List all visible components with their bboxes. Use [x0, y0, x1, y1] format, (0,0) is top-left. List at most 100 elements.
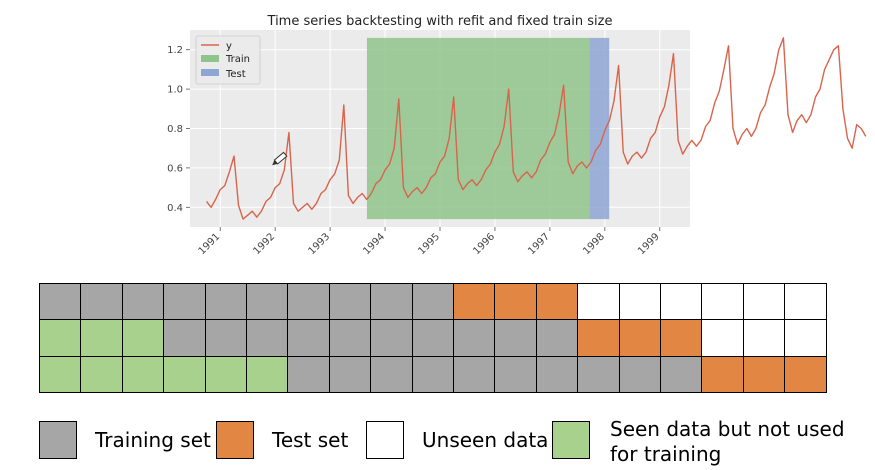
y-axis-ticks: 0.4 0.6 0.8 1.0 1.2 [167, 45, 190, 214]
grid-cell-train [494, 319, 537, 357]
grid-cell-seen [80, 319, 123, 357]
grid-cell-train [39, 283, 82, 321]
grid-cell-test [660, 319, 703, 357]
grid-cell-seen [39, 319, 82, 357]
grid-cell-seen [246, 355, 289, 393]
x-tick-label-8: 1999 [636, 231, 662, 257]
grid-cell-train [370, 355, 413, 393]
grid-cell-train [411, 319, 454, 357]
label-seen-line2: for training [610, 442, 722, 466]
grid-cell-train [453, 319, 496, 357]
grid-cell-train [453, 355, 496, 393]
grid-cell-test [784, 355, 827, 393]
grid-cell-train [80, 283, 123, 321]
legend-test-set: Test set [216, 420, 348, 460]
grid-cell-unseen [742, 319, 786, 357]
x-tick-label-2: 1993 [306, 231, 332, 257]
legend-label-train: Train [225, 54, 250, 65]
grid-cell-train [246, 283, 289, 321]
grid-cell-train [494, 355, 537, 393]
x-tick-label-5: 1996 [471, 231, 497, 257]
x-tick-label-0: 1991 [197, 231, 223, 257]
swatch-test [216, 421, 254, 459]
x-tick-label-6: 1997 [526, 231, 552, 257]
series-line-y [205, 37, 867, 220]
swatch-training [39, 421, 77, 459]
grid-cell-train [287, 283, 330, 321]
label-unseen-data: Unseen data [422, 428, 549, 452]
grid-cell-train [328, 319, 372, 357]
grid-cell-train [328, 355, 372, 393]
series-lines [205, 37, 867, 220]
grid-cell-seen [39, 355, 82, 393]
grid-cell-train [328, 283, 372, 321]
grid-cell-train [204, 319, 247, 357]
backtest-chart: Time series backtesting with refit and f… [167, 14, 867, 257]
grid-cell-unseen [660, 283, 703, 321]
grid-cell-train [660, 355, 703, 393]
y-tick-label-1: 0.6 [167, 163, 183, 174]
grid-cell-train [411, 283, 454, 321]
grid-cell-unseen [701, 283, 744, 321]
y-tick-label-3: 1.0 [167, 85, 183, 96]
grid-cell-train [163, 283, 206, 321]
swatch-seen [552, 421, 590, 459]
x-axis-ticks: 1991 1992 1993 1994 1995 1996 1997 1998 1999 [197, 227, 662, 257]
grid-cell-unseen [618, 283, 661, 321]
x-tick-label-3: 1994 [361, 231, 387, 257]
grid-cell-unseen [784, 283, 827, 321]
grid-cell-test [618, 319, 661, 357]
legend-unseen-data: Unseen data [366, 420, 548, 460]
grid-cell-unseen [701, 319, 744, 357]
chart-legend: y Train Test [195, 35, 261, 85]
x-tick-label-1: 1992 [252, 231, 278, 257]
y-tick-label-4: 1.2 [167, 45, 183, 56]
legend-training-set: Training set [39, 420, 211, 460]
grid-cell-train [577, 355, 620, 393]
grid-cell-train [121, 283, 165, 321]
grid-cell-test [701, 355, 744, 393]
x-tick-label-7: 1998 [581, 231, 607, 257]
legend-swatch-test [201, 69, 219, 76]
grid-cell-unseen [577, 283, 620, 321]
grid-cell-train [163, 319, 206, 357]
grid-cell-test [535, 283, 579, 321]
label-seen-line1: Seen data but not used [610, 417, 845, 441]
y-tick-label-2: 0.8 [167, 124, 183, 135]
grid-cell-test [742, 355, 786, 393]
chart-title: Time series backtesting with refit and f… [267, 14, 613, 29]
grid-cell-train [287, 355, 330, 393]
grid-cell-test [494, 283, 537, 321]
y-tick-label-0: 0.4 [167, 203, 183, 214]
grid-cell-seen [121, 319, 165, 357]
grid-cell-train [287, 319, 330, 357]
legend-seen-data [552, 420, 590, 460]
grid-cell-train [535, 319, 579, 357]
grid-cell-test [577, 319, 620, 357]
legend-label-test: Test [225, 69, 246, 80]
span-test [589, 37, 610, 220]
grid-cell-seen [163, 355, 206, 393]
grid-cell-seen [121, 355, 165, 393]
grid-cell-train [370, 319, 413, 357]
grid-cell-train [411, 355, 454, 393]
grid-cell-seen [204, 355, 247, 393]
grid-cell-seen [80, 355, 123, 393]
x-tick-label-4: 1995 [416, 231, 442, 257]
shaded-spans [366, 37, 610, 220]
grid-cell-train [618, 355, 661, 393]
grid-cell-train [370, 283, 413, 321]
legend-swatch-train [201, 55, 219, 62]
grid-cell-test [453, 283, 496, 321]
grid-cell-train [535, 355, 579, 393]
label-test-set: Test set [272, 428, 349, 452]
grid-cell-unseen [742, 283, 786, 321]
label-training-set: Training set [95, 428, 211, 452]
grid-cell-train [204, 283, 247, 321]
pencil-cursor-icon [272, 151, 288, 166]
grid-cell-unseen [784, 319, 827, 357]
swatch-unseen [366, 421, 404, 459]
grid-cell-train [246, 319, 289, 357]
legend-label-y: y [226, 41, 232, 52]
label-seen-data: Seen data but not used for training [610, 417, 845, 467]
